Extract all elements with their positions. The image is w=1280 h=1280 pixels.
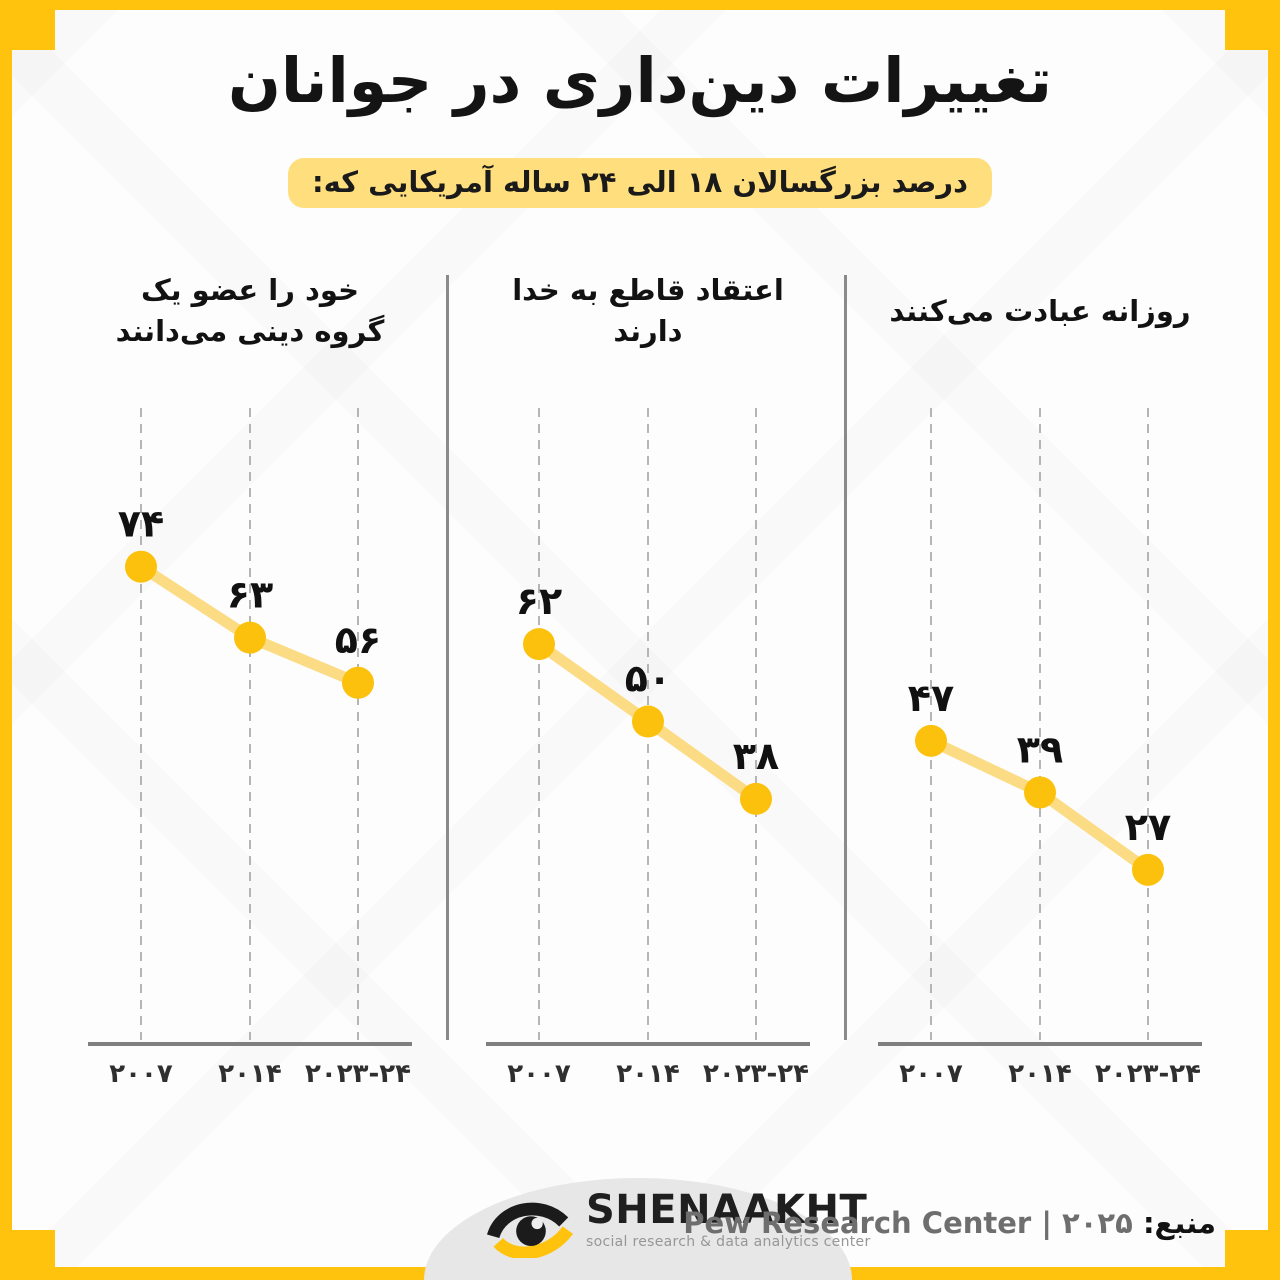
value-label: ۶۳ (227, 573, 273, 617)
value-label: ۶۲ (516, 579, 562, 623)
x-tick-label: ۲۰۱۴ (1008, 1059, 1071, 1089)
panel-divider-1 (446, 275, 449, 1040)
data-point (740, 782, 772, 815)
source-value: ۲۰۲۵ | Pew Research Center (683, 1206, 1133, 1240)
source-label: منبع: (1142, 1206, 1216, 1240)
frame-corner-top-left (0, 0, 55, 50)
value-label: ۴۷ (908, 676, 954, 720)
data-point (915, 724, 947, 757)
line-chart-belief-in-god: ۶۲ ۵۰ ۳۸ ۲۰۰۷ ۲۰۱۴ ۲۰۲۳-۲۴ (486, 408, 810, 1089)
logo-tagline: social research & data analytics center (586, 1234, 871, 1250)
x-tick-label: ۲۰۰۷ (507, 1059, 571, 1089)
x-tick-label: ۲۰۲۳-۲۴ (1095, 1059, 1201, 1089)
value-label: ۷۴ (118, 502, 164, 546)
x-tick-label: ۲۰۰۷ (899, 1059, 963, 1089)
shenaakht-eye-icon (487, 1202, 574, 1258)
value-label: ۳۸ (733, 734, 779, 778)
frame-left (0, 0, 12, 1280)
data-point (632, 705, 664, 738)
x-tick-label: ۲۰۲۳-۲۴ (703, 1059, 809, 1089)
logo-text-block: SHENAAKHT social research & data analyti… (586, 1187, 871, 1250)
panel-header-belief-in-god: اعتقاد قاطع به خدا دارند (512, 273, 784, 348)
frame-corner-top-right (1225, 0, 1280, 50)
x-tick-label: ۲۰۲۳-۲۴ (305, 1059, 411, 1089)
source-line: منبع: ۲۰۲۵ | Pew Research Center (683, 1206, 1216, 1240)
page-title: تغییرات دین‌داری در جوانان (227, 44, 1053, 117)
panel-header-daily-prayer: روزانه عبادت می‌کنند (889, 293, 1191, 328)
frame-top (0, 0, 1280, 10)
data-point (1024, 776, 1056, 809)
logo-name: SHENAAKHT (586, 1187, 868, 1233)
data-point (342, 666, 374, 699)
frame-corner-bottom-left (0, 1230, 55, 1280)
data-point (523, 628, 555, 661)
data-point (1132, 853, 1164, 886)
data-point (125, 550, 157, 583)
data-point (234, 621, 266, 654)
panel-header-religious-group: خود را عضو یک گروه دینی می‌دانند (115, 273, 385, 348)
frame-right (1268, 0, 1280, 1280)
x-tick-label: ۲۰۰۷ (109, 1059, 173, 1089)
page-subtitle: درصد بزرگسالان ۱۸ الی ۲۴ ساله آمریکایی ک… (288, 158, 992, 208)
line-chart-religious-group: ۷۴ ۶۳ ۵۶ ۲۰۰۷ ۲۰۱۴ ۲۰۲۳-۲۴ (88, 408, 412, 1089)
value-label: ۵۶ (335, 618, 381, 662)
x-tick-label: ۲۰۱۴ (616, 1059, 679, 1089)
value-label: ۵۰ (625, 657, 671, 701)
frame-corner-bottom-right (1225, 1230, 1280, 1280)
x-tick-label: ۲۰۱۴ (218, 1059, 281, 1089)
panel-divider-2 (844, 275, 847, 1040)
value-label: ۳۹ (1017, 727, 1063, 771)
line-chart-daily-prayer: ۴۷ ۳۹ ۲۷ ۲۰۰۷ ۲۰۱۴ ۲۰۲۳-۲۴ (878, 408, 1202, 1089)
value-label: ۲۷ (1125, 805, 1171, 849)
subtitle-wrap: درصد بزرگسالان ۱۸ الی ۲۴ ساله آمریکایی ک… (0, 158, 1280, 208)
